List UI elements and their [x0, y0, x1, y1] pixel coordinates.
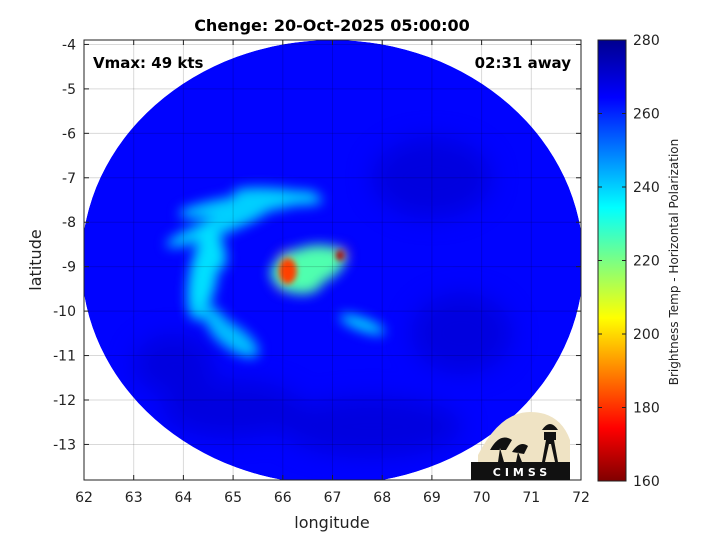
dark-patch-0 — [163, 380, 304, 437]
chart-title: Chenge: 20-Oct-2025 05:00:00 — [194, 16, 470, 35]
colorbar-title: Brightness Temp - Horizontal Polarizatio… — [667, 139, 681, 386]
y-tick-label-7: -11 — [53, 349, 76, 365]
y-tick-label-9: -13 — [53, 437, 76, 453]
satellite-dish-icon — [490, 437, 512, 462]
band-north-part-2 — [233, 187, 323, 206]
dark-patch-3 — [133, 334, 214, 395]
x-tick-label-5: 67 — [324, 490, 342, 506]
colorbar-tick-label-3: 220 — [633, 254, 660, 270]
x-tick-label-3: 65 — [224, 490, 242, 506]
x-tick-label-2: 64 — [174, 490, 192, 506]
swath-cores — [278, 250, 344, 285]
vmax-annotation: Vmax: 49 kts — [93, 54, 203, 72]
colorbar-tick-label-5: 180 — [633, 401, 660, 417]
colorbar-tick-label-1: 260 — [633, 107, 660, 123]
x-tick-label-9: 71 — [522, 490, 540, 506]
cimss-logo: CIMSS — [471, 412, 570, 480]
grid-lines — [83, 40, 582, 480]
x-tick-label-4: 66 — [274, 490, 292, 506]
logo-text: CIMSS — [493, 466, 551, 479]
core-1-center — [278, 258, 297, 285]
brightness-temperature-swath — [84, 40, 581, 480]
x-tick-label-10: 72 — [572, 490, 590, 506]
logo-band — [471, 462, 570, 480]
y-tick-label-3: -7 — [62, 171, 76, 187]
y-tick-label-5: -9 — [62, 260, 76, 276]
x-axis-ticks: 62 63 64 65 66 67 68 69 70 71 72 — [75, 40, 590, 506]
dark-patch-1 — [282, 396, 463, 457]
y-tick-label-4: -8 — [62, 215, 76, 231]
time-away-annotation: 02:31 away — [475, 54, 572, 72]
swath-content — [84, 40, 581, 480]
y-axis-ticks: -4 -5 -6 -7 -8 -9 -10 -11 -12 -13 — [53, 37, 581, 453]
y-axis-title: latitude — [26, 229, 45, 290]
x-tick-label-7: 69 — [423, 490, 441, 506]
band-east-part-0 — [339, 314, 385, 335]
x-tick-label-0: 62 — [75, 490, 93, 506]
x-tick-label-8: 70 — [473, 490, 491, 506]
y-tick-label-1: -5 — [62, 82, 76, 98]
x-axis-title: longitude — [294, 513, 369, 532]
dark-patch-4 — [411, 293, 512, 374]
dish-icon-2 — [512, 444, 528, 462]
colorbar-tick-label-2: 240 — [633, 180, 660, 196]
y-tick-label-8: -12 — [53, 393, 76, 409]
colorbar: 280 260 240 220 200 180 160 Brightness Temp - … — [597, 33, 681, 490]
x-tick-label-1: 63 — [125, 490, 143, 506]
swath-dark-patches — [133, 137, 512, 457]
core-2-center — [335, 250, 344, 261]
colorbar-tick-label-4: 200 — [633, 327, 660, 343]
x-tick-label-6: 68 — [373, 490, 391, 506]
y-tick-label-0: -4 — [62, 37, 76, 53]
y-tick-label-2: -6 — [62, 126, 76, 142]
y-tick-label-6: -10 — [53, 304, 76, 320]
colorbar-tick-label-6: 160 — [633, 474, 660, 490]
colorbar-tick-label-0: 280 — [633, 33, 660, 49]
band-west-part-1 — [200, 221, 226, 270]
band-north-part-1 — [166, 205, 270, 248]
water-tower-icon — [542, 424, 558, 462]
colorbar-gradient — [597, 39, 627, 482]
band-southwest-part-1 — [196, 303, 230, 333]
dark-patch-2 — [371, 137, 492, 218]
colorbar-ticks: 280 260 240 220 200 180 160 — [598, 33, 660, 490]
